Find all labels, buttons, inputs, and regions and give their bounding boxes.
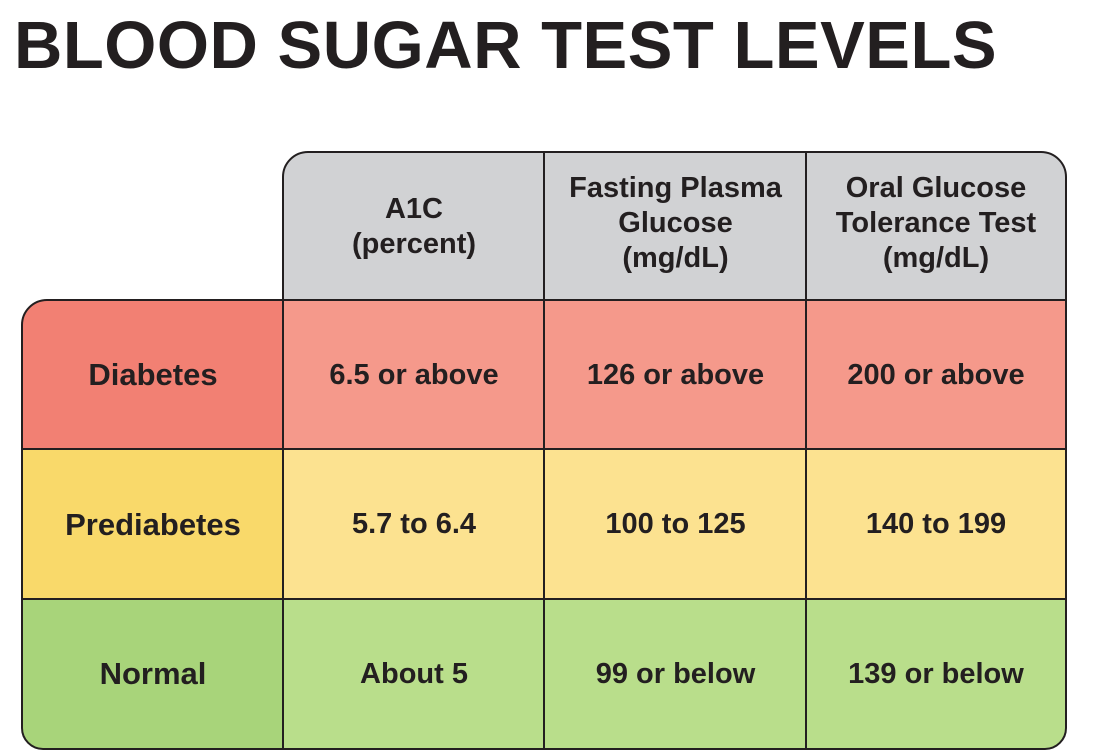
header-line: (mg/dL) — [882, 242, 990, 274]
table-cell: 100 to 125 — [543, 448, 808, 601]
table-cell: 99 or below — [543, 598, 808, 750]
header-line: Glucose — [618, 207, 733, 239]
column-header-oral-glucose-tolerance-test: Oral Glucose Tolerance Test (mg/dL) — [805, 151, 1067, 302]
row-label-diabetes: Diabetes — [21, 299, 285, 451]
row-label-normal: Normal — [21, 598, 285, 750]
table-cell: 5.7 to 6.4 — [282, 448, 546, 601]
table-cell: 200 or above — [805, 299, 1067, 451]
header-line: Oral Glucose — [845, 172, 1027, 204]
table-cell: About 5 — [282, 598, 546, 750]
header-line: A1C — [384, 192, 443, 225]
header-line: Tolerance Test — [835, 207, 1037, 239]
header-line: (percent) — [351, 227, 477, 260]
table-cell: 139 or below — [805, 598, 1067, 750]
column-header-fasting-plasma-glucose: Fasting Plasma Glucose (mg/dL) — [543, 151, 808, 302]
column-header-a1c: A1C (percent) — [282, 151, 546, 302]
page-title: BLOOD SUGAR TEST LEVELS — [14, 8, 998, 83]
header-line: (mg/dL) — [622, 242, 729, 274]
row-label-prediabetes: Prediabetes — [21, 448, 285, 601]
table-cell: 6.5 or above — [282, 299, 546, 451]
table-cell: 126 or above — [543, 299, 808, 451]
table-cell: 140 to 199 — [805, 448, 1067, 601]
header-line: Fasting Plasma — [569, 172, 782, 204]
